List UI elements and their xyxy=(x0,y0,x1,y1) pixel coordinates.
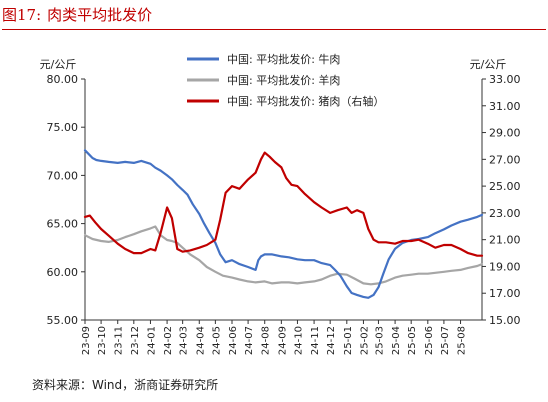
x-tick-label: 24-06 xyxy=(228,326,239,355)
x-tick-label: 24-08 xyxy=(261,326,272,355)
x-tick-label: 23-10 xyxy=(97,326,108,355)
x-tick-label: 24-01 xyxy=(146,326,157,355)
x-tick-label: 25-08 xyxy=(457,326,468,355)
x-tick-label: 25-07 xyxy=(440,326,451,355)
y-right-tick-label: 31.00 xyxy=(489,100,521,113)
y-right-tick-label: 21.00 xyxy=(489,234,521,247)
y-left-tick-label: 55.00 xyxy=(47,314,79,327)
x-tick-label: 25-01 xyxy=(343,326,354,355)
line-chart: 元/公斤 元/公斤 55.00 60.00 65.00 70.00 75.00 80.00… xyxy=(40,52,521,355)
series-line-3 xyxy=(83,151,484,257)
x-tick-label: 23-11 xyxy=(114,326,125,355)
title-rule xyxy=(2,29,546,30)
x-tick-label: 25-03 xyxy=(374,326,385,355)
legend-label: 中国: 平均批发价: 猪肉（右轴） xyxy=(227,94,384,108)
source-note: 资料来源：Wind，浙商证券研究所 xyxy=(32,378,219,392)
y-left-tick-label: 80.00 xyxy=(47,73,79,86)
y-left-tick-label: 65.00 xyxy=(47,218,79,231)
y-right-tick-label: 15.00 xyxy=(489,314,521,327)
series-lines xyxy=(83,149,484,299)
y-left-tick-label: 75.00 xyxy=(47,121,79,134)
x-tick-label: 24-10 xyxy=(293,326,304,355)
series-line-2 xyxy=(83,225,484,286)
y-axis-right-label: 元/公斤 xyxy=(470,58,507,71)
x-tick-label: 25-02 xyxy=(359,326,370,355)
y-right-tick-label: 23.00 xyxy=(489,207,521,220)
x-tick-label: 24-02 xyxy=(163,326,174,355)
x-tick-label: 24-04 xyxy=(195,326,206,355)
x-tick-label: 24-07 xyxy=(244,326,255,355)
figure-title-text: 肉类平均批发价 xyxy=(47,6,153,24)
y-axis-left-label: 元/公斤 xyxy=(40,58,77,71)
figure-number: 图17: xyxy=(2,6,42,24)
axes: 55.00 60.00 65.00 70.00 75.00 80.00 15.00 17.00… xyxy=(47,73,521,355)
legend-label: 中国: 平均批发价: 羊肉 xyxy=(227,73,340,87)
x-tick-label: 24-09 xyxy=(277,326,288,355)
y-right-tick-label: 17.00 xyxy=(489,287,521,300)
y-right-tick-label: 33.00 xyxy=(489,73,521,86)
x-tick-label: 24-05 xyxy=(211,326,222,355)
x-tick-label: 24-11 xyxy=(310,326,321,355)
x-tick-label: 25-04 xyxy=(391,326,402,355)
x-tick-label: 24-03 xyxy=(179,326,190,355)
figure-title: 图17: 肉类平均批发价 xyxy=(2,2,546,28)
legend-label: 中国: 平均批发价: 牛肉 xyxy=(227,52,340,66)
y-right-tick-label: 19.00 xyxy=(489,260,521,273)
x-tick-label: 25-06 xyxy=(424,326,435,355)
y-left-tick-label: 60.00 xyxy=(47,266,79,279)
y-left-tick-label: 70.00 xyxy=(47,169,79,182)
x-tick-label: 23-09 xyxy=(81,326,92,355)
series-line-1 xyxy=(83,149,484,299)
y-right-tick-label: 27.00 xyxy=(489,153,521,166)
y-right-tick-label: 29.00 xyxy=(489,127,521,140)
x-tick-label: 23-12 xyxy=(130,326,141,355)
x-tick-label: 25-05 xyxy=(407,326,418,355)
y-right-tick-label: 25.00 xyxy=(489,180,521,193)
x-tick-label: 24-12 xyxy=(326,326,337,355)
